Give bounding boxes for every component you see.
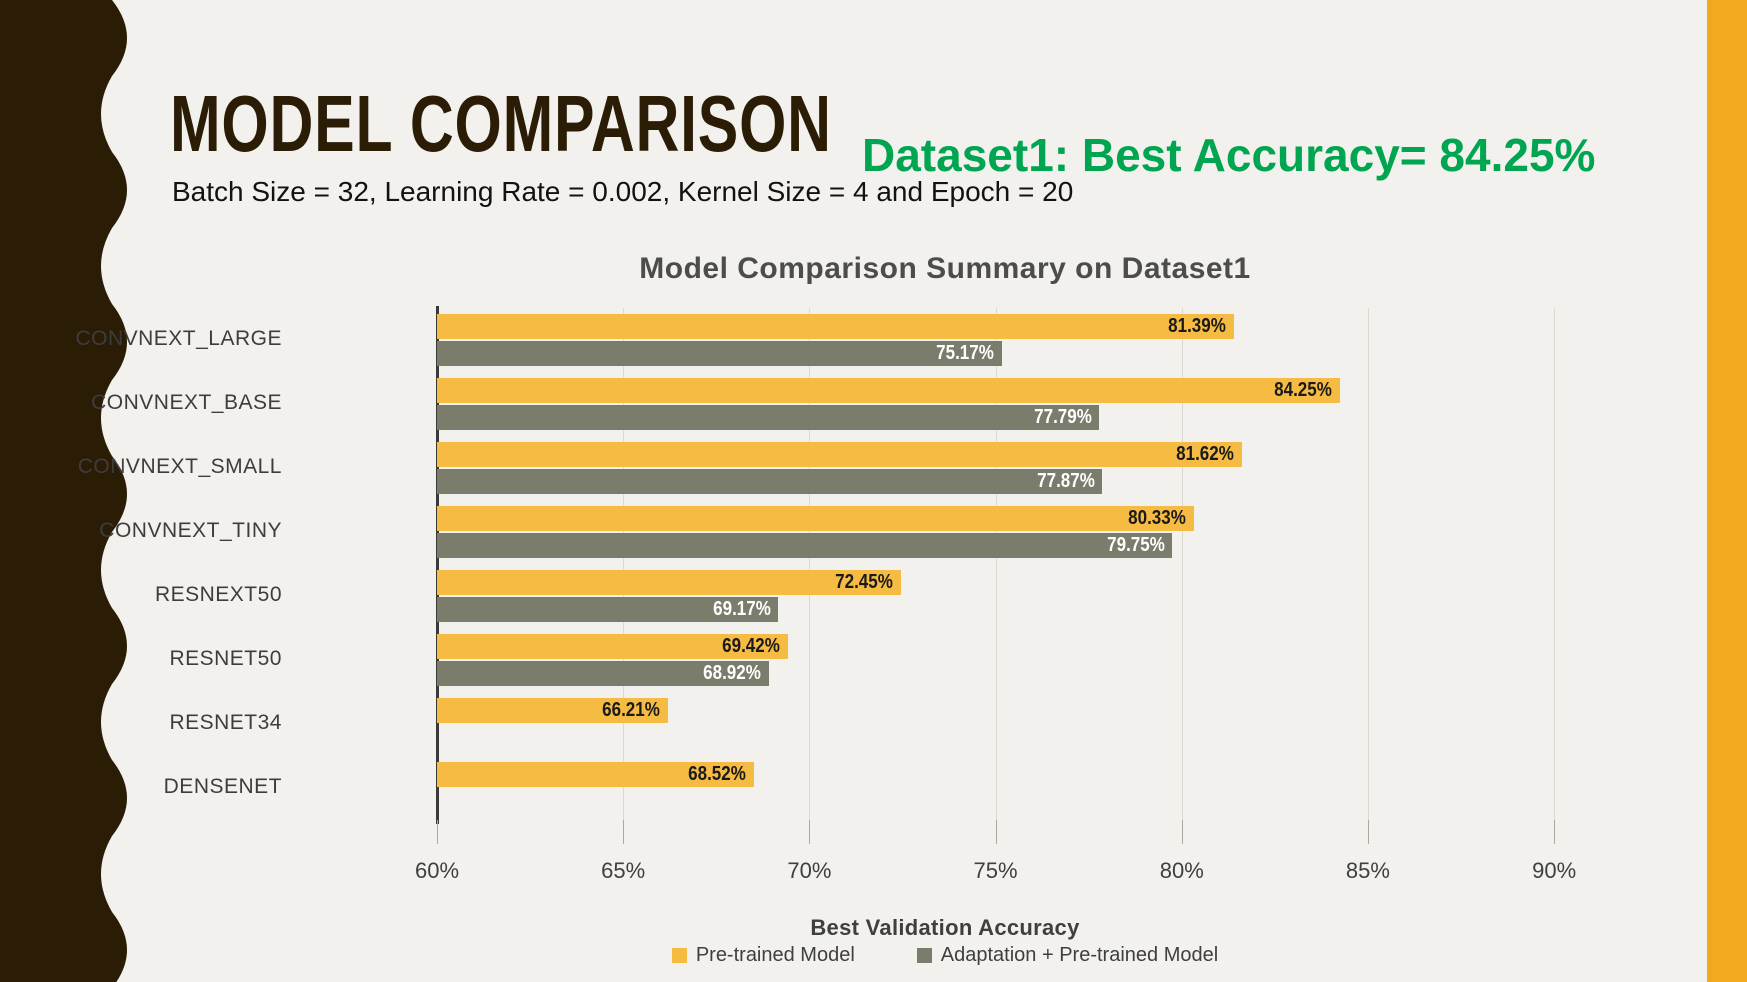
gridline-70% [809, 308, 811, 820]
bar-chart-plot-area: 81.39% 75.17% CONVNEXT_LARGE 84.25% 77.79% CO… [75, 306, 1610, 824]
category-label-RESNEXT50: RESNEXT50 [154, 583, 282, 606]
bar-adaptation-CONVNEXT_LARGE: 75.17% [437, 341, 1002, 366]
category-label-CONVNEXT_BASE: CONVNEXT_BASE [91, 391, 282, 414]
slide-title: MODEL COMPARISON [170, 79, 832, 168]
tick-mark-75% [995, 820, 997, 844]
gridline-80% [1181, 308, 1183, 820]
legend-item-adaptation: Adaptation + Pre-trained Model [916, 944, 1219, 967]
right-accent-stripe [1707, 0, 1747, 982]
bar-adaptation-RESNET50: 68.92% [437, 661, 770, 686]
bar-value-label: 69.42% [722, 635, 780, 657]
bar-value-label: 77.79% [1033, 406, 1092, 428]
bar-adaptation-CONVNEXT_TINY: 79.75% [437, 533, 1173, 558]
x-tick-label-90%: 90% [1532, 858, 1577, 883]
legend-label: Adaptation + Pre-trained Model [940, 944, 1219, 966]
x-tick-label-80%: 80% [1159, 858, 1204, 883]
legend-swatch-icon [671, 948, 687, 963]
bar-adaptation-CONVNEXT_BASE: 77.79% [437, 405, 1100, 430]
tick-mark-85% [1367, 820, 1369, 844]
bar-pretrained-CONVNEXT_BASE: 84.25% [437, 378, 1341, 403]
bar-pretrained-RESNET50: 69.42% [437, 634, 788, 659]
bar-pretrained-CONVNEXT_TINY: 80.33% [437, 506, 1195, 531]
y-axis-line [436, 306, 439, 824]
bar-pretrained-CONVNEXT_LARGE: 81.39% [437, 314, 1234, 339]
tick-mark-70% [809, 820, 811, 844]
category-label-RESNET34: RESNET34 [169, 711, 282, 734]
x-tick-label-65%: 65% [601, 858, 646, 883]
category-label-RESNET50: RESNET50 [169, 647, 282, 670]
gridline-75% [995, 308, 997, 820]
best-accuracy-highlight: Dataset1: Best Accuracy= 84.25% [862, 129, 1596, 181]
x-axis-title: Best Validation Accuracy [810, 915, 1080, 940]
tick-mark-65% [623, 820, 625, 844]
bar-adaptation-RESNEXT50: 69.17% [437, 597, 779, 622]
x-tick-label-75%: 75% [973, 858, 1018, 883]
bar-value-label: 79.75% [1106, 534, 1165, 556]
tick-mark-90% [1554, 820, 1556, 844]
wave-shape [0, 0, 127, 982]
gridline-65% [623, 308, 625, 820]
legend-swatch-icon [916, 948, 932, 963]
bar-value-label: 81.39% [1167, 315, 1226, 337]
bar-value-label: 81.62% [1176, 443, 1235, 465]
bar-pretrained-RESNET34: 66.21% [437, 698, 669, 723]
category-label-CONVNEXT_LARGE: CONVNEXT_LARGE [75, 327, 282, 350]
x-tick-label-85%: 85% [1345, 858, 1390, 883]
legend-label: Pre-trained Model [695, 944, 855, 966]
bar-pretrained-DENSENET: 68.52% [437, 762, 755, 787]
bar-value-label: 80.33% [1128, 507, 1187, 529]
category-label-CONVNEXT_SMALL: CONVNEXT_SMALL [77, 455, 282, 478]
chart-legend: Pre-trained Model Adaptation + Pre-traine… [340, 944, 1550, 967]
tick-mark-60% [437, 820, 438, 844]
bar-adaptation-CONVNEXT_SMALL: 77.87% [437, 469, 1103, 494]
bar-value-label: 68.52% [688, 763, 747, 785]
x-tick-label-70%: 70% [787, 858, 832, 883]
legend-item-pretrained: Pre-trained Model [671, 944, 855, 967]
tick-mark-80% [1181, 820, 1183, 844]
category-label-CONVNEXT_TINY: CONVNEXT_TINY [99, 519, 282, 542]
bar-value-label: 66.21% [602, 699, 661, 721]
gridline-85% [1367, 308, 1369, 820]
bar-value-label: 77.87% [1036, 470, 1095, 492]
bar-pretrained-RESNEXT50: 72.45% [437, 570, 901, 595]
bar-value-label: 68.92% [703, 662, 762, 684]
category-label-DENSENET: DENSENET [163, 775, 282, 798]
x-tick-label-60%: 60% [414, 858, 460, 883]
bar-value-label: 72.45% [834, 571, 893, 593]
bar-value-label: 75.17% [936, 342, 994, 364]
chart-title: Model Comparison Summary on Dataset1 [639, 252, 1251, 285]
hyperparameters-subtitle: Batch Size = 32, Learning Rate = 0.002, … [172, 176, 1074, 207]
left-wave-band [0, 0, 127, 982]
bar-value-label: 69.17% [712, 598, 771, 620]
bar-pretrained-CONVNEXT_SMALL: 81.62% [437, 442, 1243, 467]
gridline-90% [1554, 308, 1556, 820]
bar-value-label: 84.25% [1274, 379, 1333, 401]
